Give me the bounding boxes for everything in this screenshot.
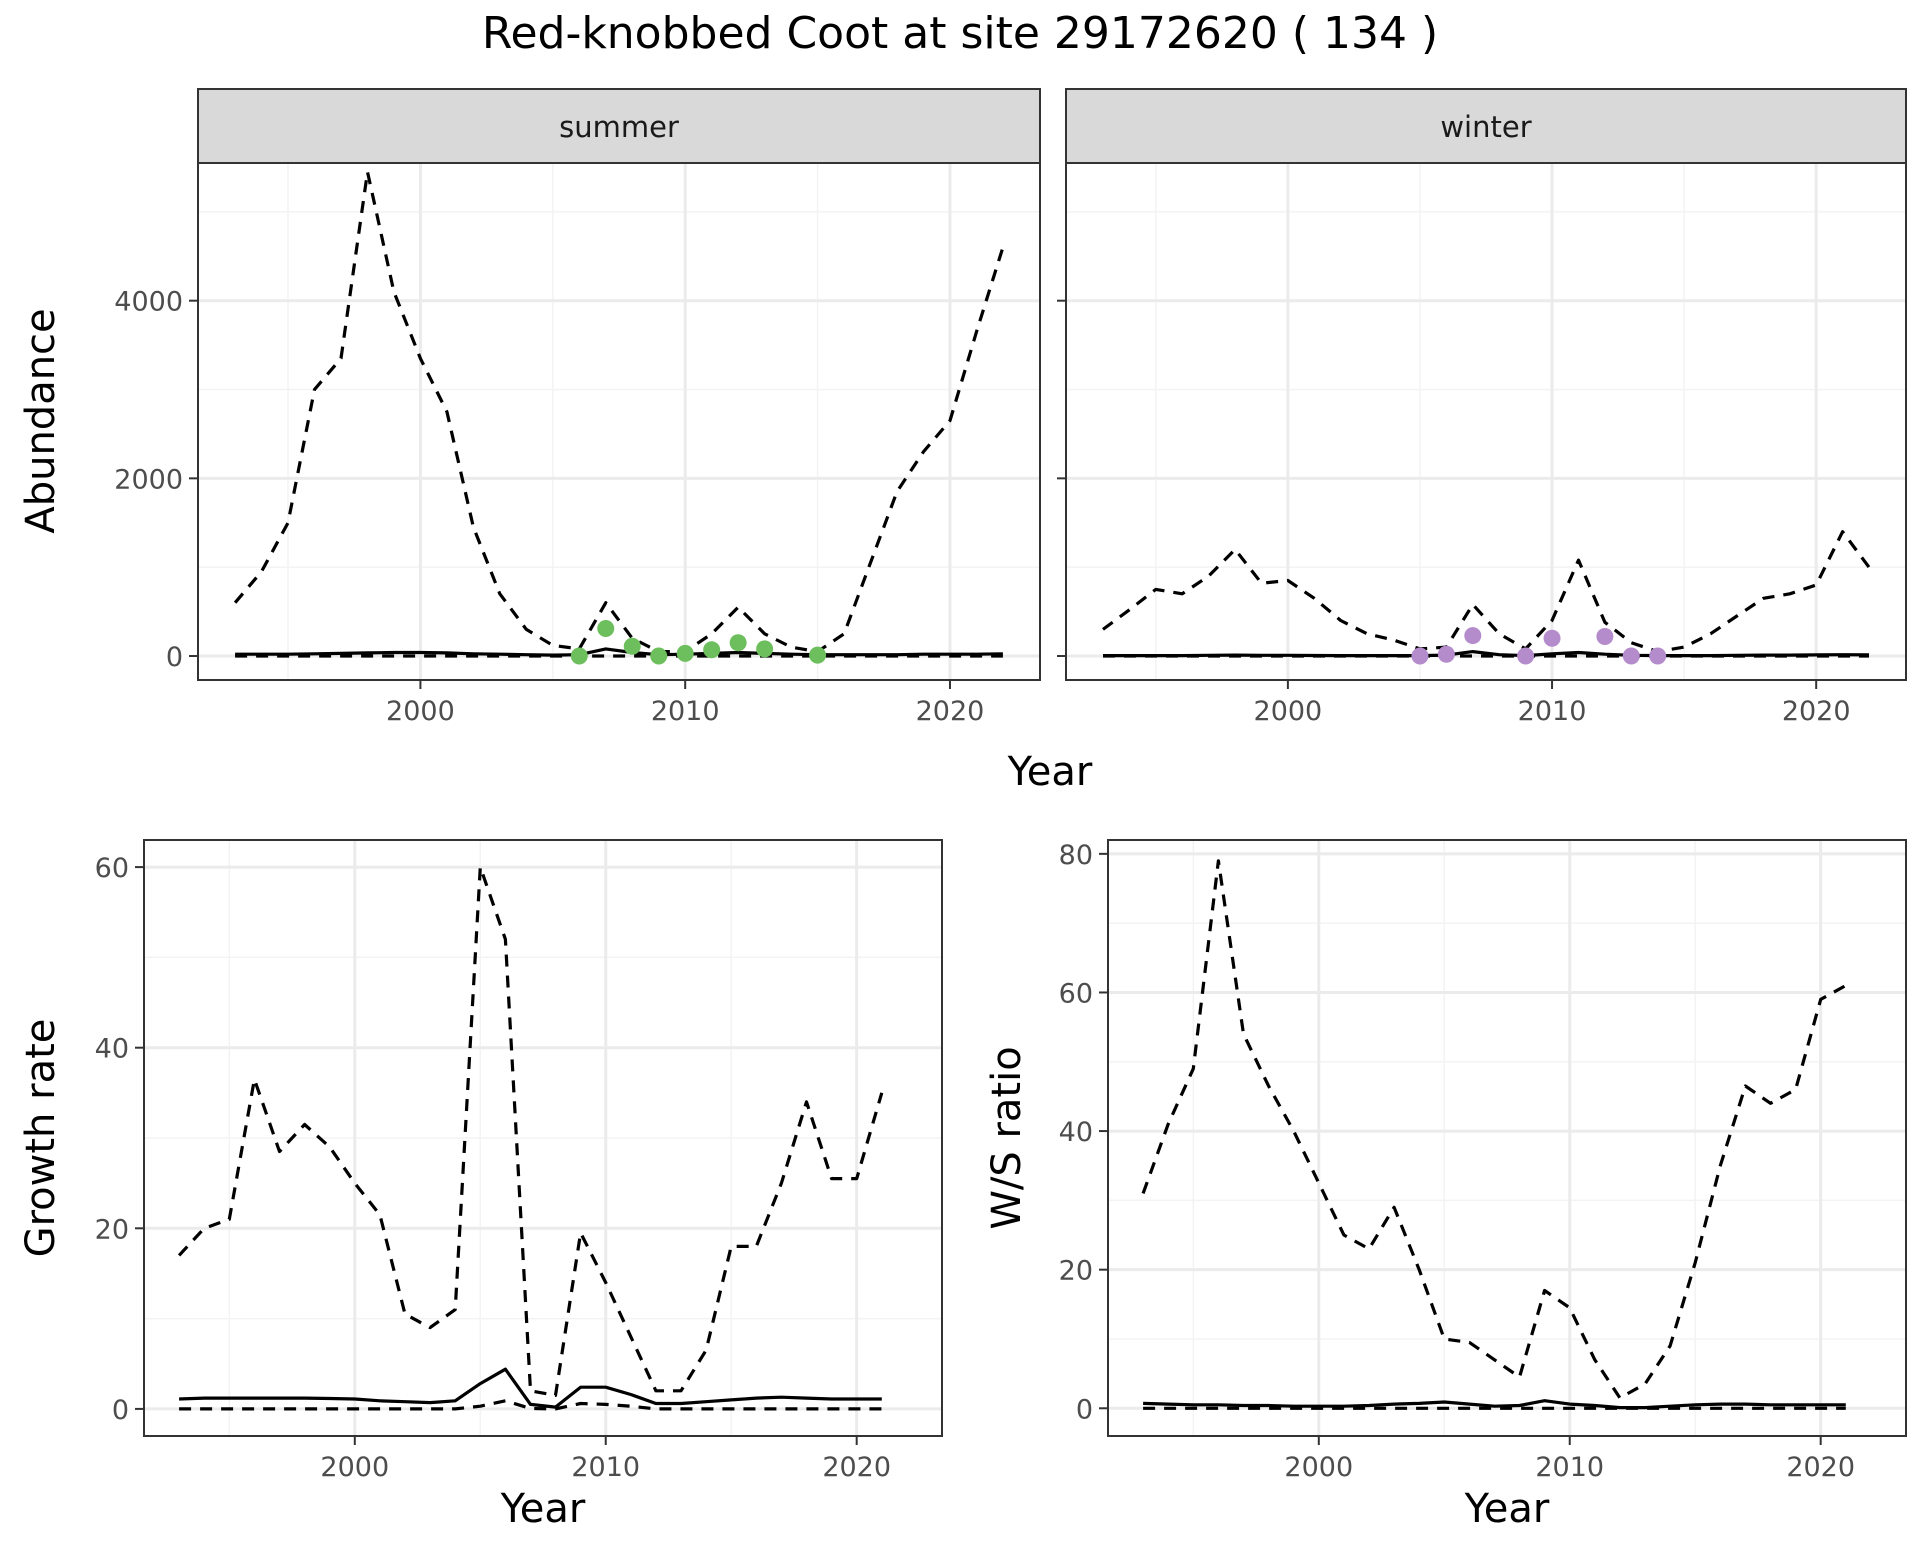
y-tick-label: 40	[95, 1034, 129, 1065]
x-tick-label: 2010	[571, 1452, 640, 1483]
data-point	[756, 640, 774, 658]
y-axis-title: W/S ratio	[984, 1046, 1030, 1229]
x-tick-label: 2020	[822, 1452, 891, 1483]
data-point	[1517, 647, 1535, 665]
y-tick-label: 60	[95, 853, 129, 884]
data-point	[1464, 627, 1482, 645]
data-point	[1596, 627, 1614, 645]
panel-border	[1107, 839, 1907, 1437]
top-row-y-axis-title: Abundance	[18, 308, 64, 533]
y-tick-label: 20	[95, 1214, 129, 1245]
data-point	[703, 641, 721, 659]
series-line-dashed-0	[233, 170, 1005, 654]
series-line-dashed-2	[179, 1399, 882, 1411]
y-axis-title: Growth rate	[18, 1019, 64, 1258]
data-point	[809, 646, 827, 664]
data-point	[597, 619, 615, 637]
y-tick-label: 60	[1059, 978, 1093, 1009]
y-tick-label: 0	[112, 1395, 129, 1426]
panel-summer: summer 2000 2010 2020 0 2000 4000	[114, 88, 1041, 727]
y-tick-label: 2000	[114, 464, 183, 495]
x-tick-label: 2010	[1535, 1452, 1604, 1483]
x-tick-label: 2000	[320, 1452, 389, 1483]
x-tick-label: 2020	[1786, 1452, 1855, 1483]
x-tick-label: 2000	[386, 696, 455, 727]
plot-background	[198, 163, 1040, 680]
data-point	[1622, 647, 1640, 665]
data-point	[1411, 647, 1429, 665]
data-point	[650, 647, 668, 665]
x-tick-label: 2020	[1782, 696, 1851, 727]
top-row-x-axis-title: Year	[1007, 749, 1093, 795]
data-point	[623, 637, 641, 655]
panel-growth: 2000 2010 2020 0 20 40 60 Year Growth rate	[18, 839, 943, 1532]
y-tick-label: 40	[1059, 1117, 1093, 1148]
data-point	[676, 644, 694, 662]
series-line-dashed-0	[1102, 530, 1871, 654]
x-tick-label: 2010	[1518, 696, 1587, 727]
y-tick-label: 20	[1059, 1256, 1093, 1287]
series-line-solid-1	[179, 1367, 882, 1409]
panel-border	[143, 839, 943, 1437]
facet-strip-label: winter	[1440, 110, 1531, 144]
x-tick-label: 2020	[916, 696, 985, 727]
series-line-solid-1	[1143, 1399, 1846, 1410]
chart-title: Red-knobbed Coot at site 29172620 ( 134 …	[482, 8, 1438, 59]
y-tick-label: 80	[1059, 840, 1093, 871]
y-tick-label: 4000	[114, 287, 183, 318]
series-line-dashed-0	[177, 865, 884, 1397]
data-point	[570, 647, 588, 665]
panel-winter: winter 2000 2010 2020	[1057, 88, 1907, 727]
panel-ws_ratio: 2000 2010 2020 0 20 40 60 80 Year W/S ratio	[984, 839, 1907, 1532]
data-point	[729, 634, 747, 652]
x-axis-title: Year	[1464, 1486, 1550, 1532]
plot-background	[1066, 163, 1906, 680]
x-tick-label: 2010	[651, 696, 720, 727]
facet-strip-label: summer	[559, 110, 679, 144]
series-line-dashed-0	[1141, 859, 1847, 1400]
facet-strip	[1065, 88, 1907, 164]
data-point	[1649, 647, 1667, 665]
x-tick-label: 2000	[1284, 1452, 1353, 1483]
y-tick-label: 0	[1076, 1394, 1093, 1425]
facet-strip	[197, 88, 1041, 164]
data-point	[1437, 645, 1455, 663]
x-axis-title: Year	[500, 1486, 586, 1532]
y-tick-label: 0	[166, 642, 183, 673]
data-point	[1543, 629, 1561, 647]
plot-background	[1108, 840, 1906, 1436]
x-tick-label: 2000	[1254, 696, 1323, 727]
